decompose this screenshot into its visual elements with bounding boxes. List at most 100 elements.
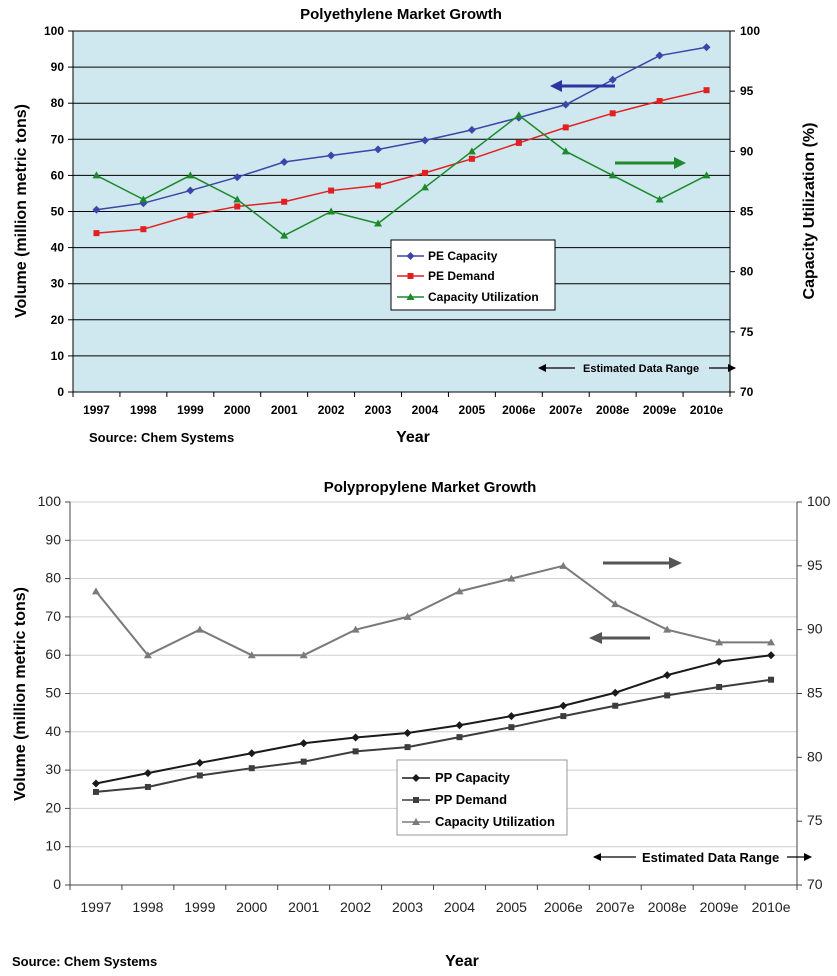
c2-series-2-point-6 xyxy=(403,612,412,620)
pe-source-note: Source: Chem Systems xyxy=(89,430,234,445)
c1-series-2-point-6 xyxy=(374,219,383,227)
c2-series-0-point-4 xyxy=(299,739,308,748)
c1-series-2-point-12 xyxy=(655,195,664,203)
c1-y2-tick-label: 95 xyxy=(740,84,754,98)
c1-series-1-point-8 xyxy=(468,155,475,162)
pp-plot-area xyxy=(70,502,797,885)
c1-x-tick-label: 2000 xyxy=(224,403,251,417)
c2-series-2-point-2 xyxy=(195,625,204,633)
c1-series-2-point-8 xyxy=(467,147,476,155)
c2-x-tick-label: 1998 xyxy=(132,899,163,915)
c1-series-1-point-11 xyxy=(609,110,616,117)
c2-y-tick-label: 80 xyxy=(45,570,61,586)
c1-series-0-point-5 xyxy=(327,151,336,160)
pe-estimated-range-note: Estimated Data Range xyxy=(538,363,736,375)
c1-y2-tick-label: 85 xyxy=(740,205,754,219)
svg-text:PP Demand: PP Demand xyxy=(435,792,507,807)
svg-text:PP Capacity: PP Capacity xyxy=(435,770,511,785)
c1-x-tick-label: 2004 xyxy=(412,403,439,417)
svg-text:PE Demand: PE Demand xyxy=(428,269,495,283)
c2-x-tick-label: 1997 xyxy=(80,899,111,915)
c1-series-2-line xyxy=(96,114,707,237)
c1-y-tick-label: 20 xyxy=(51,313,65,327)
c1-series-0-point-8 xyxy=(467,125,476,134)
c2-series-1-point-3 xyxy=(248,765,255,772)
c2-series-1-line xyxy=(95,678,772,793)
c1-series-1-point-10 xyxy=(562,124,569,131)
c2-y-tick-label: 90 xyxy=(45,531,61,547)
pe-right-axis-arrow xyxy=(615,157,686,169)
c1-series-1-line xyxy=(96,89,707,234)
c2-series-2-point-11 xyxy=(663,625,672,633)
c1-y-tick-label: 90 xyxy=(51,60,65,74)
pp-right-axis-arrow xyxy=(603,557,682,569)
c2-series-0-point-13 xyxy=(767,651,776,660)
c1-series-0-point-3 xyxy=(233,173,242,182)
pe-x-axis-label: Year xyxy=(396,429,430,446)
c2-series-0-point-0 xyxy=(91,779,100,788)
c1-y2-tick-label: 100 xyxy=(740,24,760,38)
c1-series-0-point-12 xyxy=(655,51,664,60)
c2-series-0-point-11 xyxy=(663,671,672,680)
c2-series-1-point-10 xyxy=(612,702,619,709)
c2-y2-tick-label: 95 xyxy=(807,557,823,573)
pp-source-note: Source: Chem Systems xyxy=(12,954,157,969)
c1-series-2-point-2 xyxy=(186,171,195,179)
c2-y-tick-label: 100 xyxy=(38,493,62,509)
pe-left-axis-arrow xyxy=(550,80,615,92)
pe-chart-title: Polyethylene Market Growth xyxy=(300,6,502,23)
c2-series-1-point-13 xyxy=(768,676,775,683)
c1-x-tick-label: 2006e xyxy=(502,403,536,417)
c1-series-0-point-0 xyxy=(92,205,101,214)
svg-text:Estimated Data Range: Estimated Data Range xyxy=(583,363,699,375)
c1-series-2-point-13 xyxy=(702,171,711,179)
c2-series-1-point-2 xyxy=(196,772,203,779)
c1-series-1-point-1 xyxy=(140,226,147,233)
pe-legend-item-capacity: PE Capacity xyxy=(397,249,498,263)
c1-y-tick-label: 50 xyxy=(51,205,65,219)
c1-series-2-point-0 xyxy=(92,171,101,179)
pe-legend-item-utilization: Capacity Utilization xyxy=(397,290,539,304)
c2-x-tick-label: 2005 xyxy=(496,899,527,915)
c2-series-2-point-12 xyxy=(715,638,724,646)
pe-legend-item-demand: PE Demand xyxy=(397,269,495,283)
c1-y-tick-label: 80 xyxy=(51,96,65,110)
c2-series-1-point-5 xyxy=(352,748,359,755)
c2-series-0-point-3 xyxy=(247,749,256,758)
c2-series-1-point-12 xyxy=(716,683,723,690)
c1-series-0-point-10 xyxy=(561,100,570,109)
c1-series-1-point-0 xyxy=(93,230,100,237)
c2-y2-tick-label: 90 xyxy=(807,621,823,637)
c2-y-tick-label: 60 xyxy=(45,646,61,662)
c2-series-2-point-7 xyxy=(455,587,464,595)
c1-series-2-point-9 xyxy=(514,111,523,119)
c2-series-0-line xyxy=(95,654,772,785)
c1-series-0-point-13 xyxy=(702,43,711,52)
pe-chart: 0 10 20 30 40 50 60 70 80 90 100 70 75 80 85 90 95 100 199… xyxy=(13,6,818,446)
c2-series-0-point-10 xyxy=(611,688,620,697)
c2-x-tick-label: 2000 xyxy=(236,899,267,915)
c1-y-tick-label: 60 xyxy=(51,168,65,182)
c2-series-1-point-0 xyxy=(92,788,99,795)
c1-series-2-point-10 xyxy=(561,147,570,155)
c2-series-1-point-7 xyxy=(456,734,463,741)
c1-x-tick-label: 2010e xyxy=(690,403,724,417)
c1-x-tick-label: 1998 xyxy=(130,403,157,417)
c1-series-1-point-6 xyxy=(375,182,382,189)
c1-series-2-point-11 xyxy=(608,171,617,179)
pp-chart-title: Polypropylene Market Growth xyxy=(324,479,537,496)
c2-series-2-point-0 xyxy=(91,587,100,595)
c2-y2-tick-label: 75 xyxy=(807,812,823,828)
svg-text:Capacity Utilization: Capacity Utilization xyxy=(435,814,555,829)
c2-series-0-point-2 xyxy=(195,758,204,767)
c2-x-tick-label: 1999 xyxy=(184,899,215,915)
c2-x-tick-label: 2006e xyxy=(544,899,583,915)
c2-y2-tick-label: 70 xyxy=(807,876,823,892)
c1-series-1-point-9 xyxy=(515,139,522,146)
c1-series-1-point-12 xyxy=(656,98,663,105)
c1-y-tick-label: 30 xyxy=(51,277,65,291)
c1-x-tick-label: 2008e xyxy=(596,403,630,417)
c1-series-2-point-3 xyxy=(233,195,242,203)
svg-text:Estimated Data Range: Estimated Data Range xyxy=(642,850,779,865)
pe-y2-axis-label: Capacity Utilization (%) xyxy=(801,123,818,300)
